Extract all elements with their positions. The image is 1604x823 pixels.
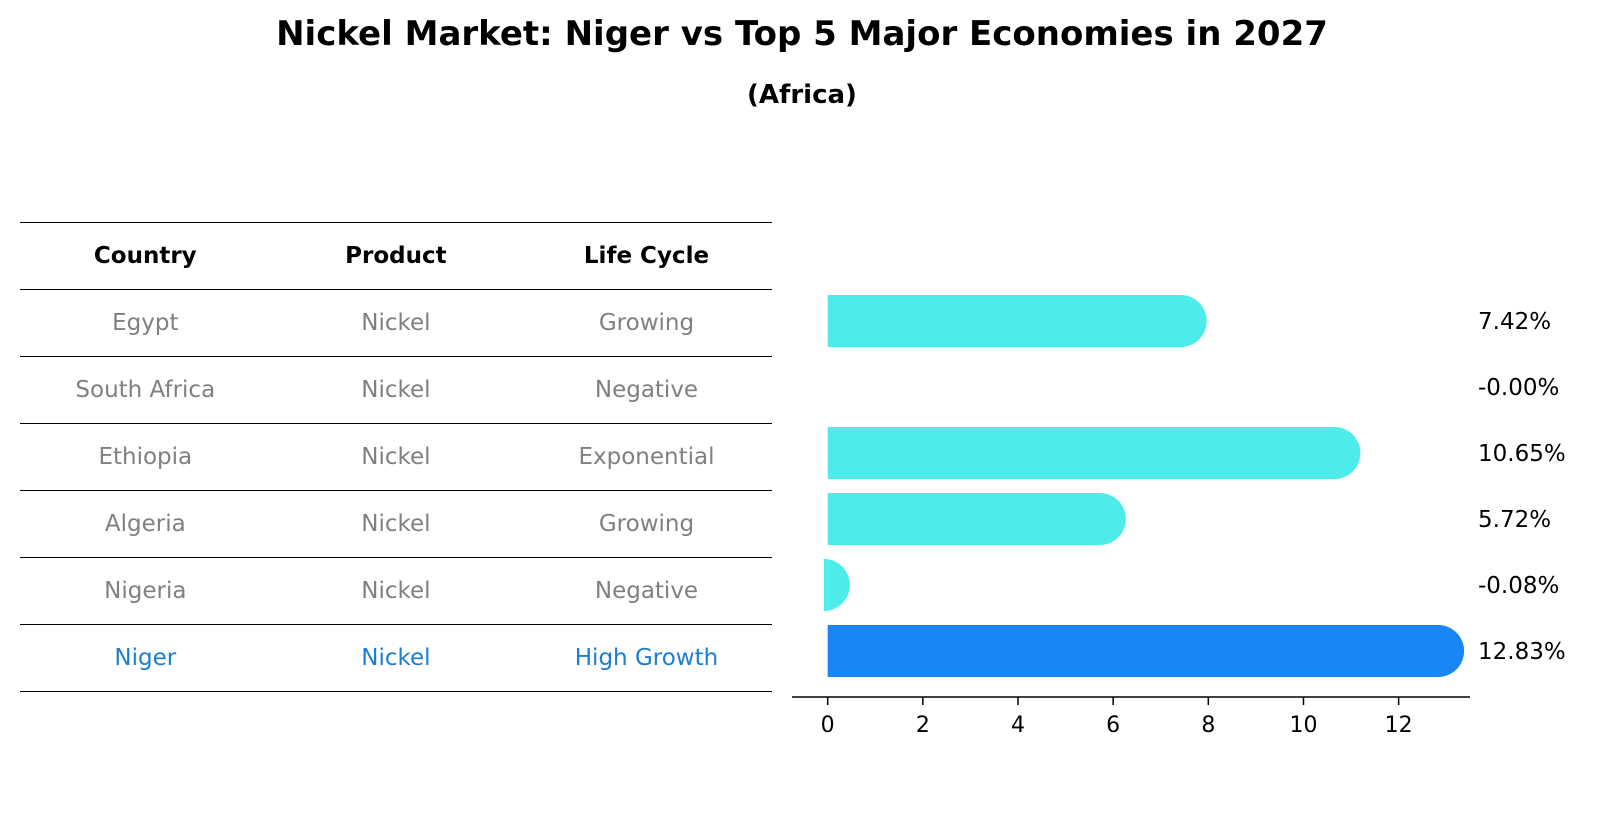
- value-label: 5.72%: [1478, 507, 1551, 533]
- chart-title: Nickel Market: Niger vs Top 5 Major Econ…: [276, 14, 1328, 54]
- cell-life-cycle: Growing: [598, 310, 695, 336]
- table-header-row: Country Product Life Cycle: [20, 222, 772, 289]
- header-country: Country: [93, 243, 197, 269]
- cell-product: Nickel: [361, 310, 431, 336]
- x-tick-label: 0: [821, 713, 835, 738]
- header-product: Product: [345, 243, 447, 269]
- cell-country: Algeria: [104, 511, 186, 537]
- x-tick-label: 4: [1011, 713, 1025, 738]
- value-label: -0.00%: [1478, 375, 1559, 401]
- table-row-highlight: Niger Nickel High Growth: [20, 624, 772, 692]
- bar-egypt: [827, 295, 1207, 347]
- bar-niger: [827, 625, 1465, 677]
- cell-country: Ethiopia: [98, 444, 193, 470]
- value-label: 7.42%: [1478, 309, 1551, 335]
- table-row: Ethiopia Nickel Exponential: [20, 423, 772, 490]
- cell-life-cycle: Negative: [594, 578, 699, 604]
- table-row: Nigeria Nickel Negative: [20, 557, 772, 624]
- cell-life-cycle: High Growth: [574, 645, 719, 671]
- cell-product: Nickel: [361, 578, 431, 604]
- cell-product: Nickel: [361, 645, 431, 671]
- bar-nigeria: [823, 559, 850, 611]
- data-table: Country Product Life Cycle Egypt Nickel …: [20, 222, 772, 692]
- cell-country: Nigeria: [104, 578, 187, 604]
- value-label: 12.83%: [1478, 639, 1566, 665]
- cell-product: Nickel: [361, 511, 431, 537]
- table-row: Egypt Nickel Growing: [20, 289, 772, 356]
- cell-country: South Africa: [75, 377, 216, 403]
- cell-product: Nickel: [361, 377, 431, 403]
- x-tick-label: 12: [1385, 713, 1413, 738]
- x-tick-label: 2: [916, 713, 930, 738]
- table-row: Algeria Nickel Growing: [20, 490, 772, 557]
- x-tick-label: 6: [1106, 713, 1120, 738]
- bar-ethiopia: [827, 427, 1361, 479]
- header-life-cycle: Life Cycle: [583, 243, 710, 269]
- cell-life-cycle: Negative: [594, 377, 699, 403]
- cell-country: Niger: [114, 645, 177, 671]
- x-tick-label: 10: [1289, 713, 1317, 738]
- cell-life-cycle: Exponential: [578, 444, 715, 470]
- table-row: South Africa Nickel Negative: [20, 356, 772, 423]
- value-label: -0.08%: [1478, 573, 1559, 599]
- cell-life-cycle: Growing: [598, 511, 695, 537]
- bar-nigeria: [823, 559, 828, 611]
- bar-algeria: [827, 493, 1126, 545]
- value-label: 10.65%: [1478, 441, 1566, 467]
- cell-product: Nickel: [361, 444, 431, 470]
- x-tick-label: 8: [1201, 713, 1215, 738]
- cell-country: Egypt: [112, 310, 179, 336]
- chart-subtitle: (Africa): [747, 80, 857, 110]
